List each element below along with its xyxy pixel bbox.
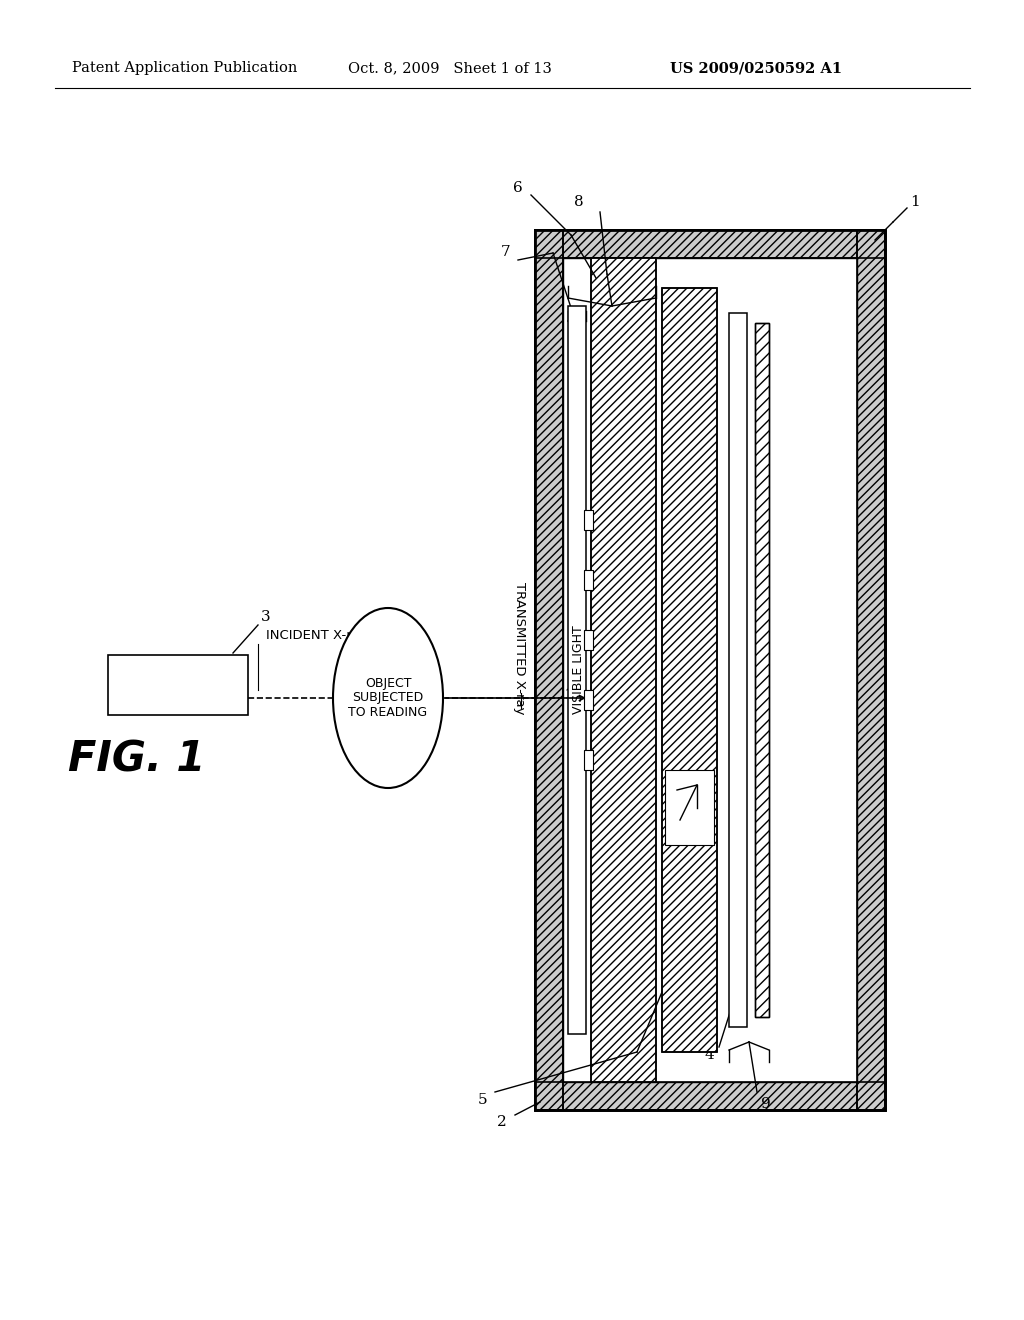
Text: 1: 1 [910,195,920,209]
Text: 2: 2 [498,1115,507,1129]
Bar [662,288,717,1052]
Bar [857,230,885,1110]
Bar [591,257,656,1082]
Bar [662,288,717,1052]
Text: VISIBLE LIGHT: VISIBLE LIGHT [571,626,585,714]
Bar [535,230,885,1110]
Text: 9: 9 [761,1097,771,1111]
Text: 6: 6 [513,181,523,195]
Bar [535,1082,885,1110]
Bar [584,510,593,531]
Bar [535,1082,885,1110]
Bar [584,750,593,770]
Text: 3: 3 [261,610,270,624]
Bar [755,323,769,1016]
Text: INCIDENT X-ray: INCIDENT X-ray [266,630,368,643]
Text: Oct. 8, 2009   Sheet 1 of 13: Oct. 8, 2009 Sheet 1 of 13 [348,61,552,75]
Bar [108,655,248,715]
Bar [535,230,563,1110]
Bar [535,230,885,257]
Bar [584,690,593,710]
Text: X-ray SOURCE: X-ray SOURCE [129,678,227,692]
Text: Patent Application Publication: Patent Application Publication [72,61,297,75]
Bar [584,570,593,590]
Bar [857,230,885,1110]
Bar [584,630,593,649]
Text: OBJECT
SUBJECTED
TO READING: OBJECT SUBJECTED TO READING [348,676,428,719]
Bar [729,313,746,1027]
Text: 4: 4 [705,1048,714,1063]
Text: 5: 5 [477,1093,487,1107]
Bar [568,306,586,1034]
Ellipse shape [333,609,443,788]
Bar [535,230,885,257]
Bar [563,257,857,1082]
Text: FIG. 1: FIG. 1 [68,739,206,781]
Text: TRANSMITTED X-ray: TRANSMITTED X-ray [513,582,526,714]
Text: 8: 8 [574,195,584,209]
Text: US 2009/0250592 A1: US 2009/0250592 A1 [670,61,842,75]
Bar [755,323,769,1016]
Bar [665,770,714,845]
Bar [535,230,563,1110]
Text: 7: 7 [501,246,510,259]
Bar [535,230,885,1110]
Bar [591,257,656,1082]
